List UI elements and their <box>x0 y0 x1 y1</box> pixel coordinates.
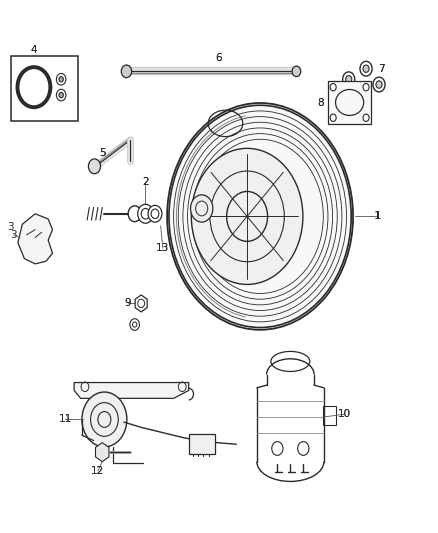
Circle shape <box>363 65 369 72</box>
Circle shape <box>292 66 301 77</box>
Text: 7: 7 <box>378 64 385 74</box>
Text: 5: 5 <box>99 148 106 158</box>
Circle shape <box>226 191 268 241</box>
Circle shape <box>346 76 352 83</box>
Text: 1: 1 <box>375 212 381 221</box>
Circle shape <box>191 195 213 222</box>
Circle shape <box>59 92 64 98</box>
Text: 12: 12 <box>91 466 105 475</box>
Text: 13: 13 <box>156 243 170 253</box>
Text: 2: 2 <box>142 177 149 187</box>
Circle shape <box>128 206 141 222</box>
Text: 9: 9 <box>125 298 131 309</box>
Circle shape <box>210 171 284 262</box>
Circle shape <box>130 319 139 330</box>
Circle shape <box>191 148 303 285</box>
Text: 11: 11 <box>59 415 72 424</box>
Bar <box>189 434 215 454</box>
Circle shape <box>82 392 127 447</box>
Circle shape <box>138 204 153 223</box>
Circle shape <box>121 65 132 78</box>
Polygon shape <box>18 214 53 264</box>
Circle shape <box>196 201 208 216</box>
Circle shape <box>167 103 353 330</box>
Text: 3: 3 <box>7 222 14 232</box>
Polygon shape <box>74 383 189 398</box>
Polygon shape <box>95 443 109 462</box>
Circle shape <box>148 205 162 222</box>
Text: 8: 8 <box>317 98 324 108</box>
Text: 6: 6 <box>215 53 223 63</box>
Text: 2: 2 <box>142 177 149 187</box>
Text: 9: 9 <box>125 298 131 309</box>
Text: 6: 6 <box>215 53 223 63</box>
Text: 4: 4 <box>31 45 37 55</box>
Circle shape <box>376 81 382 88</box>
Text: 5: 5 <box>99 148 106 158</box>
Text: 3: 3 <box>10 230 17 240</box>
Circle shape <box>59 77 64 82</box>
Text: 8: 8 <box>317 98 324 108</box>
Bar <box>11 55 78 122</box>
Text: 10: 10 <box>338 409 351 419</box>
Text: 4: 4 <box>31 45 37 55</box>
Text: 13: 13 <box>156 243 170 253</box>
Text: 1: 1 <box>374 212 380 221</box>
Polygon shape <box>135 295 147 312</box>
Bar <box>323 406 336 425</box>
Text: 11: 11 <box>59 415 72 424</box>
Text: 7: 7 <box>378 64 385 74</box>
Text: 12: 12 <box>91 466 105 475</box>
Circle shape <box>88 159 100 174</box>
Text: 10: 10 <box>338 409 351 419</box>
Bar <box>328 81 371 124</box>
